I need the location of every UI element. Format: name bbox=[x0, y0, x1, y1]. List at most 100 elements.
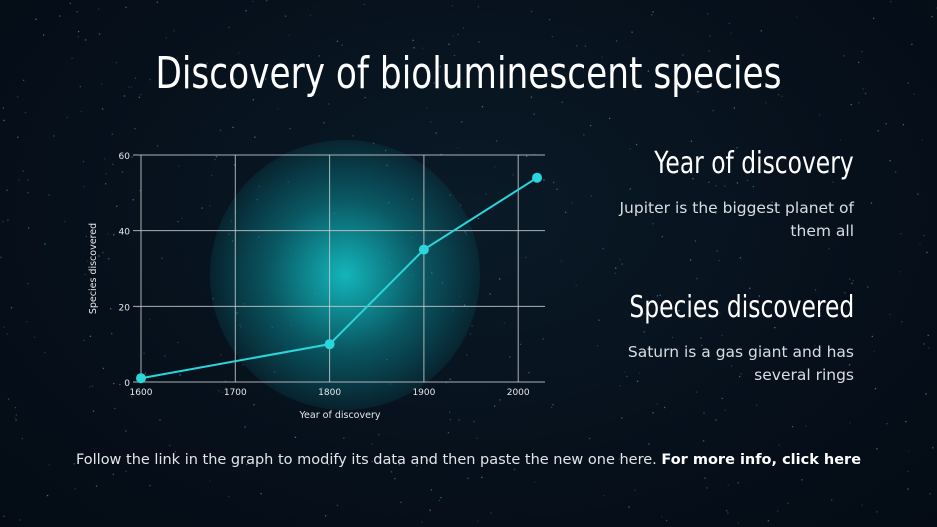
x-tick-label: 2000 bbox=[507, 388, 530, 398]
y-axis-label: Species discovered bbox=[88, 223, 99, 314]
star bbox=[110, 307, 112, 310]
star bbox=[116, 205, 118, 207]
star bbox=[615, 267, 617, 269]
star bbox=[79, 85, 81, 88]
star bbox=[327, 463, 330, 466]
star bbox=[850, 315, 852, 318]
star bbox=[467, 477, 469, 479]
star bbox=[614, 272, 617, 274]
star bbox=[119, 383, 121, 386]
star bbox=[512, 174, 514, 176]
star bbox=[635, 143, 638, 146]
star bbox=[114, 407, 116, 410]
star bbox=[465, 354, 468, 356]
star bbox=[692, 178, 694, 180]
star bbox=[457, 33, 459, 36]
star bbox=[137, 306, 139, 308]
star bbox=[416, 465, 418, 467]
star bbox=[107, 233, 109, 235]
star bbox=[921, 139, 923, 141]
star bbox=[643, 331, 645, 333]
star bbox=[77, 30, 80, 33]
star bbox=[791, 425, 794, 428]
star bbox=[144, 372, 147, 374]
star bbox=[601, 56, 603, 58]
star bbox=[901, 321, 903, 323]
star bbox=[481, 105, 484, 108]
star bbox=[477, 520, 479, 522]
star bbox=[701, 344, 703, 347]
star bbox=[724, 185, 726, 187]
star bbox=[3, 119, 5, 122]
star bbox=[889, 313, 891, 316]
star bbox=[758, 295, 760, 297]
star bbox=[710, 307, 713, 309]
star bbox=[590, 195, 593, 197]
star bbox=[767, 520, 770, 522]
star bbox=[634, 489, 636, 492]
star bbox=[19, 519, 21, 521]
star bbox=[364, 96, 366, 99]
star bbox=[475, 437, 478, 440]
star bbox=[726, 510, 728, 512]
star bbox=[17, 96, 19, 98]
star bbox=[128, 86, 130, 89]
star bbox=[796, 16, 798, 18]
x-tick-label: 1800 bbox=[318, 388, 341, 398]
x-tick-label: 1700 bbox=[224, 388, 247, 398]
star bbox=[737, 482, 740, 484]
star bbox=[626, 375, 628, 378]
star bbox=[740, 373, 742, 375]
star bbox=[616, 40, 618, 42]
y-tick-label: 20 bbox=[119, 303, 131, 313]
star bbox=[611, 71, 613, 73]
star bbox=[181, 217, 183, 219]
star bbox=[457, 147, 459, 149]
more-info-link[interactable]: For more info, click here bbox=[661, 452, 862, 468]
star bbox=[478, 41, 480, 43]
star bbox=[655, 303, 657, 305]
star bbox=[848, 278, 851, 280]
star bbox=[890, 0, 892, 3]
star bbox=[125, 430, 127, 432]
star bbox=[471, 325, 473, 327]
star bbox=[14, 406, 17, 409]
star bbox=[621, 263, 623, 265]
star bbox=[80, 110, 82, 113]
star bbox=[27, 227, 30, 229]
star bbox=[288, 34, 291, 37]
star bbox=[3, 326, 5, 328]
star bbox=[844, 292, 846, 294]
star bbox=[719, 312, 721, 314]
star bbox=[728, 22, 731, 25]
star bbox=[598, 319, 600, 321]
star bbox=[228, 495, 230, 498]
star bbox=[161, 257, 163, 259]
star bbox=[905, 420, 907, 423]
star bbox=[134, 77, 137, 79]
star bbox=[156, 1, 158, 3]
info-block-year: Year of discovery Jupiter is the biggest… bbox=[598, 146, 854, 243]
star bbox=[576, 45, 578, 47]
star bbox=[284, 15, 287, 17]
star bbox=[103, 158, 106, 160]
star bbox=[715, 184, 717, 187]
star bbox=[209, 205, 211, 207]
star bbox=[430, 489, 433, 491]
star bbox=[115, 61, 118, 64]
star bbox=[121, 171, 124, 173]
star bbox=[156, 145, 159, 147]
star bbox=[778, 444, 780, 446]
star bbox=[499, 278, 501, 280]
star bbox=[394, 477, 396, 480]
star bbox=[206, 62, 208, 64]
star bbox=[679, 168, 681, 170]
star bbox=[871, 335, 873, 338]
star bbox=[526, 155, 528, 157]
star bbox=[254, 136, 256, 138]
star bbox=[108, 258, 110, 260]
star bbox=[552, 403, 554, 406]
star bbox=[48, 194, 50, 196]
star bbox=[159, 419, 161, 421]
